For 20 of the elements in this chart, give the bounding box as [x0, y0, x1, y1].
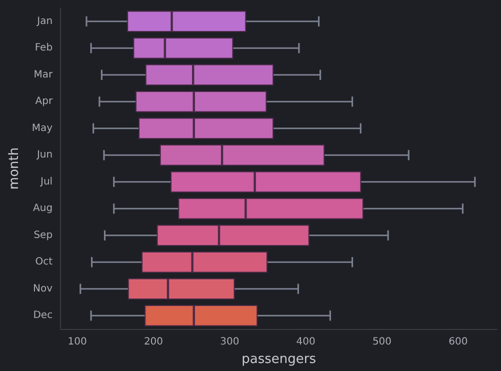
y-axis-title: month [7, 147, 22, 190]
x-tick-label: 200 [144, 336, 164, 348]
y-tick-label: May [32, 122, 53, 134]
y-tick-label: Feb [34, 42, 53, 54]
y-tick-label: Jun [36, 150, 53, 161]
x-tick-label: 300 [220, 336, 240, 348]
y-tick-label: Nov [33, 283, 53, 294]
x-tick-label: 400 [296, 336, 316, 348]
x-tick-label: 500 [372, 336, 392, 348]
y-tick-label: Jul [39, 176, 53, 188]
x-tick-label: 100 [68, 336, 87, 348]
x-tick-label: 600 [448, 336, 468, 348]
y-tick-label: Sep [34, 230, 53, 241]
y-tick-label: Aug [33, 203, 53, 214]
x-axis-title: passengers [242, 352, 316, 367]
y-tick-label: Apr [35, 96, 54, 108]
y-tick-label: Oct [35, 256, 53, 268]
y-tick-label: Jan [36, 16, 53, 27]
y-tick-label: Dec [33, 310, 53, 322]
y-tick-label: Mar [34, 69, 54, 80]
